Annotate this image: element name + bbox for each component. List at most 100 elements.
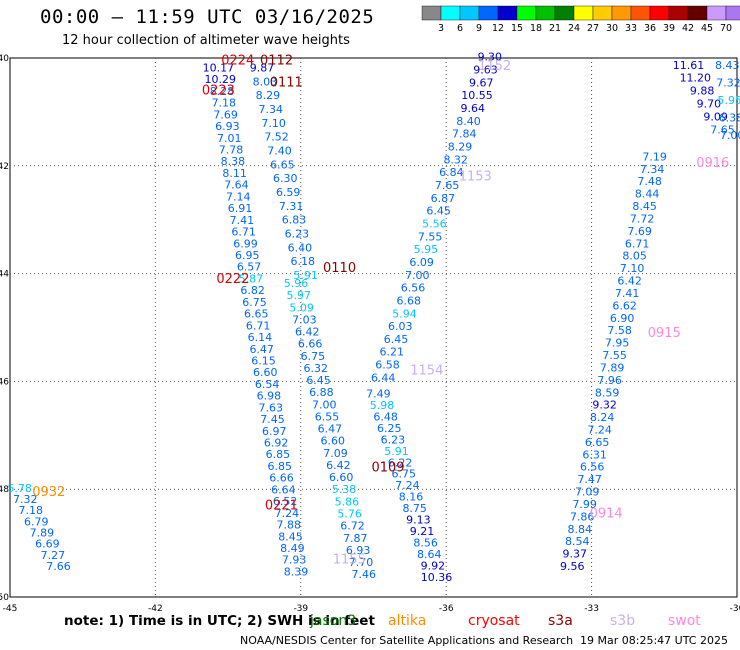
data-point: 7.66 (46, 560, 71, 573)
data-point: 6.66 (298, 338, 323, 351)
legend-swatch (611, 5, 632, 21)
data-point: 7.34 (640, 163, 665, 176)
data-point: 6.47 (318, 423, 343, 436)
data-point: 7.89 (600, 361, 625, 374)
data-point: 6.22 (388, 456, 413, 469)
data-point: 7.10 (620, 262, 645, 275)
data-point: 6.93 (215, 120, 240, 133)
data-point: 7.64 (224, 179, 249, 192)
data-point: 7.18 (19, 504, 44, 517)
data-point: 5.97 (287, 289, 312, 302)
data-point: 6.23 (285, 227, 310, 240)
data-point: 6.79 (24, 515, 49, 528)
legend-swatch (535, 5, 556, 21)
pass-time-label: 1154 (410, 364, 443, 379)
y-tick-label: -42 (0, 162, 9, 172)
satellite-name: s3b (610, 613, 636, 629)
data-point: 7.46 (352, 568, 377, 581)
data-point: 7.69 (627, 225, 652, 238)
legend-swatch (573, 5, 594, 21)
data-point: 7.34 (259, 103, 284, 116)
data-point: 7.32 (13, 493, 38, 506)
y-tick-label: -46 (0, 377, 9, 387)
data-point: 6.42 (617, 275, 642, 288)
data-point: 6.15 (251, 354, 276, 367)
data-point: 9.21 (410, 525, 435, 538)
data-point: 8.40 (456, 115, 481, 128)
data-point: 7.00 (405, 269, 430, 282)
data-point: 7.89 (30, 527, 55, 540)
data-point: 6.66 (269, 472, 294, 485)
data-point: 7.24 (275, 507, 300, 520)
data-point: 9.37 (562, 548, 587, 561)
data-point: 8.45 (278, 530, 303, 543)
data-point: 6.23 (381, 433, 406, 446)
data-point: 6.99 (233, 237, 258, 250)
x-tick-label: -45 (3, 604, 18, 614)
pass-time-label: 0222 (216, 272, 249, 287)
pass-time-label: 0932 (32, 485, 65, 500)
data-point: 7.10 (261, 117, 286, 130)
legend-swatch (440, 5, 461, 21)
data-point: 6.60 (253, 366, 278, 379)
x-tick-label: -42 (148, 604, 163, 614)
chart-title: 00:00 — 11:59 UTC 03/16/2025 (40, 6, 375, 28)
legend-tick-label: 24 (568, 23, 580, 34)
data-point: 6.97 (262, 425, 287, 438)
pass-time-labels: 0112 0224 0111 0223 0110 0222 0109 0221 0932 1152… (32, 54, 729, 568)
data-point: 6.45 (384, 333, 409, 346)
data-point: 5.78 (7, 482, 32, 495)
x-tick-label: -39 (293, 604, 308, 614)
data-point: 5.87 (239, 272, 264, 285)
data-point: 6.47 (249, 343, 274, 356)
data-point: 7.31 (279, 200, 304, 213)
data-point: 5.86 (335, 495, 360, 508)
data-point: 7.63 (258, 401, 283, 414)
y-tick-label: -40 (0, 54, 9, 64)
legend-tick-label: 30 (606, 23, 618, 34)
generated-timestamp: 19 Mar 08:25:47 UTC 2025 (580, 634, 728, 647)
pass-time-label: 0914 (590, 506, 623, 521)
data-point: 6.56 (580, 461, 605, 474)
data-point: 6.88 (309, 386, 334, 399)
data-point: 8.44 (635, 188, 660, 201)
pass-time-label: 0112 (260, 54, 293, 69)
legend-swatch (725, 5, 740, 21)
data-point: 7.19 (642, 150, 667, 163)
data-point: 5.09 (289, 301, 314, 314)
data-point: 7.58 (607, 324, 632, 337)
legend-tick-label: 6 (457, 23, 463, 34)
satellite-name: s3a (548, 613, 573, 629)
data-point: 8.29 (256, 89, 281, 102)
data-point: 6.85 (266, 448, 291, 461)
data-point: 6.09 (409, 256, 434, 269)
data-point: 6.45 (306, 374, 331, 387)
data-point: 6.21 (379, 346, 404, 359)
legend-swatch (706, 5, 727, 21)
legend-tick-label: 70 (720, 23, 732, 34)
y-tick-label: -44 (0, 270, 9, 280)
data-point: 9.87 (250, 61, 275, 74)
data-point: 8.28 (210, 85, 235, 98)
data-point: 6.42 (326, 459, 351, 472)
pass-time-label: 0109 (371, 461, 404, 476)
data-point: 8.38 (221, 155, 246, 168)
legend-swatch (649, 5, 670, 21)
data-point: 9.70 (697, 98, 722, 111)
data-point: 6.68 (397, 294, 422, 307)
data-point: 6.85 (267, 460, 292, 473)
data-point: 6.48 (373, 410, 398, 423)
data-point: 6.42 (295, 326, 320, 339)
data-point: 6.71 (231, 226, 256, 239)
legend-swatch (668, 5, 689, 21)
data-point: 6.71 (625, 237, 650, 250)
legend-tick-label: 21 (549, 23, 561, 34)
legend-tick-label: 42 (682, 23, 694, 34)
legend-swatch (478, 5, 499, 21)
data-point: 6.55 (315, 410, 340, 423)
data-point: 8.24 (590, 411, 615, 424)
legend-swatch (516, 5, 537, 21)
x-tick-label: -33 (584, 604, 599, 614)
data-point: 7.84 (452, 128, 477, 141)
